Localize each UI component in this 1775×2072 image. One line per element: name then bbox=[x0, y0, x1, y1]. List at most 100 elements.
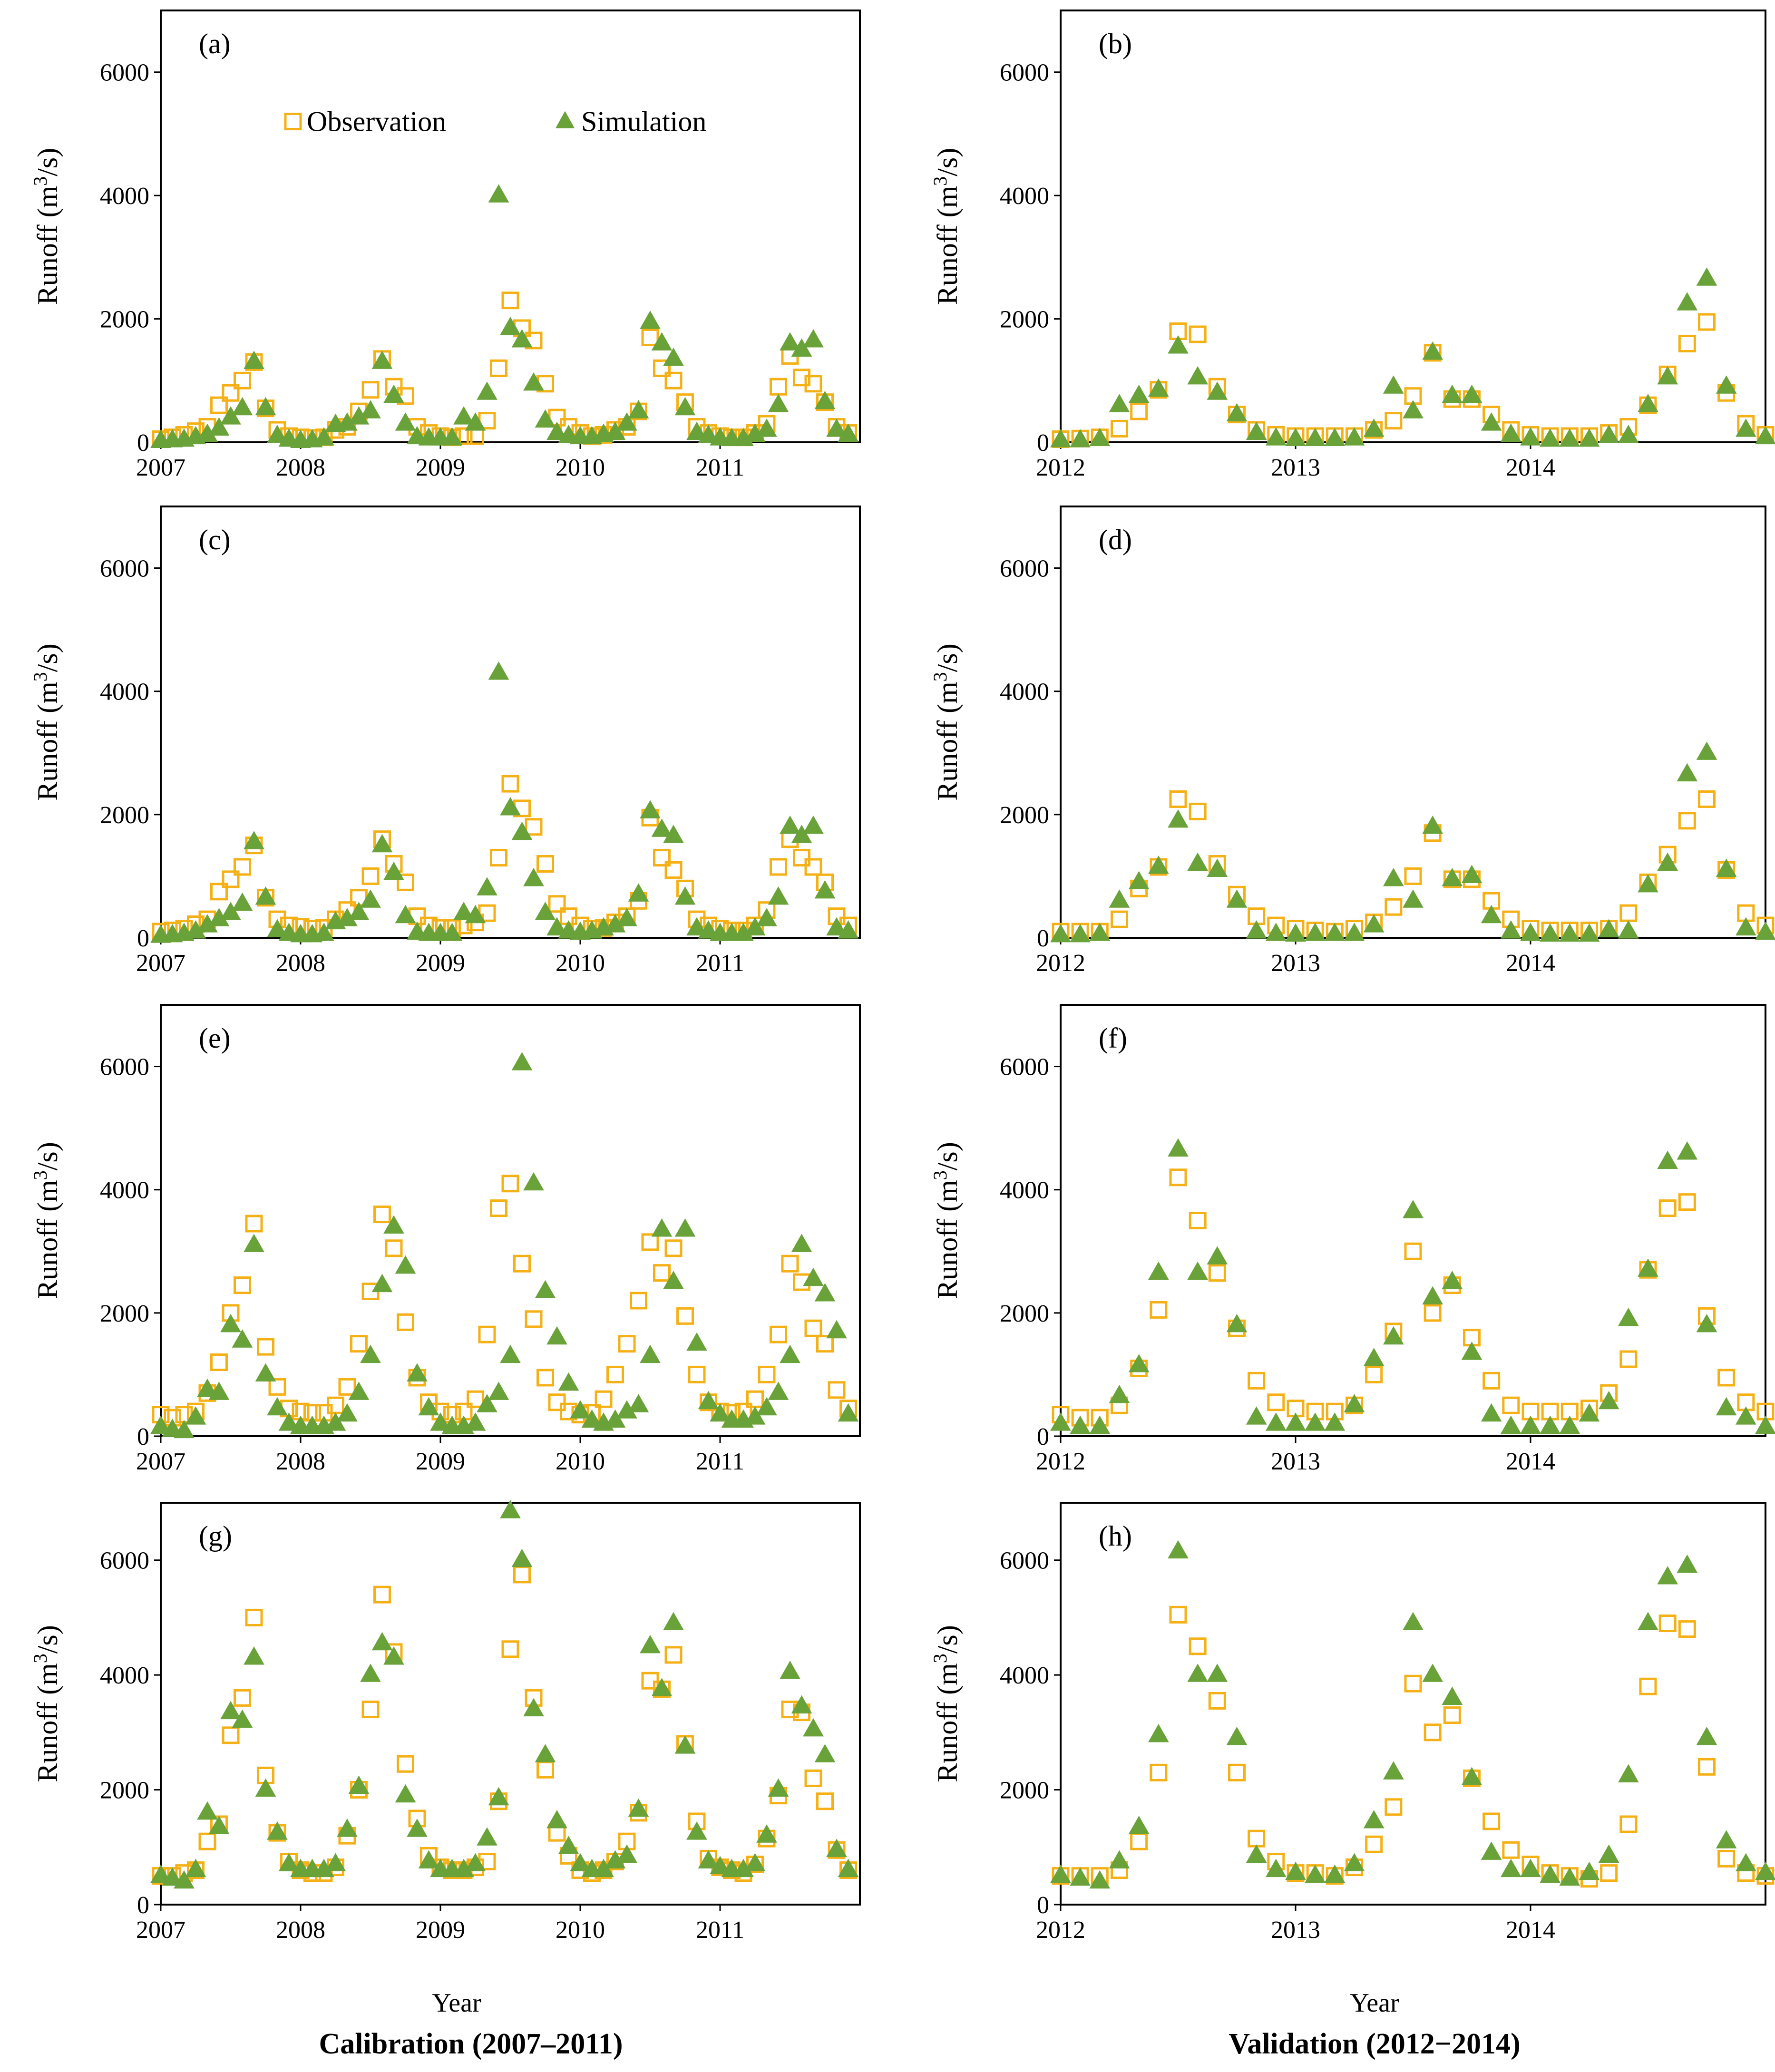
simulation-point bbox=[477, 877, 497, 895]
simulation-point bbox=[1657, 1566, 1678, 1585]
simulation-point bbox=[1050, 924, 1071, 943]
plot-frame bbox=[1060, 506, 1766, 939]
simulation-point bbox=[1638, 1258, 1658, 1277]
simulation-point bbox=[488, 184, 509, 203]
simulation-point bbox=[267, 919, 288, 937]
simulation-point bbox=[780, 815, 800, 834]
simulation-point bbox=[1187, 1663, 1209, 1682]
simulation-point bbox=[1265, 923, 1287, 941]
observation-point bbox=[397, 873, 414, 891]
simulation-point bbox=[244, 350, 264, 369]
simulation-point bbox=[1207, 858, 1228, 877]
observation-point bbox=[1424, 1304, 1442, 1322]
simulation-point bbox=[1403, 889, 1424, 908]
panel-label: (a) bbox=[199, 28, 231, 59]
simulation-point bbox=[500, 797, 521, 816]
simulation-point bbox=[698, 920, 719, 939]
simulation-point bbox=[791, 1234, 812, 1252]
x-tick-label: 2014 bbox=[1506, 454, 1555, 481]
x-tick-label: 2010 bbox=[556, 1448, 605, 1475]
simulation-point bbox=[174, 1870, 195, 1889]
observation-point bbox=[630, 1292, 647, 1310]
simulation-point bbox=[1481, 1403, 1502, 1422]
legend-observation-label: Observation bbox=[307, 106, 446, 137]
observation-point bbox=[793, 369, 810, 387]
simulation-point bbox=[174, 1420, 195, 1439]
simulation-point bbox=[1755, 426, 1775, 445]
y-tick-label: 0 bbox=[1037, 925, 1049, 952]
simulation-point bbox=[1500, 1415, 1521, 1434]
observation-point bbox=[641, 1233, 659, 1251]
simulation-point bbox=[1481, 905, 1502, 924]
simulation-point bbox=[814, 1744, 836, 1762]
simulation-point bbox=[1618, 920, 1639, 939]
observation-point bbox=[664, 861, 683, 879]
y-axis-label: Runoff (m3/s) bbox=[929, 148, 963, 305]
simulation-point bbox=[1168, 1138, 1189, 1157]
simulation-point bbox=[558, 1836, 579, 1854]
observation-point bbox=[1404, 867, 1422, 885]
simulation-point bbox=[232, 397, 253, 416]
observation-point bbox=[1698, 790, 1716, 808]
simulation-point bbox=[1481, 1841, 1502, 1860]
simulation-point bbox=[313, 427, 334, 446]
simulation-point bbox=[1246, 1406, 1267, 1425]
y-axis-label: Runoff (m3/s) bbox=[29, 643, 63, 801]
observation-point bbox=[490, 1199, 507, 1217]
simulation-point bbox=[220, 902, 241, 920]
observation-point bbox=[536, 855, 554, 873]
simulation-point bbox=[1148, 1261, 1169, 1280]
simulation-point bbox=[1109, 394, 1130, 412]
y-tick-label: 2000 bbox=[1000, 1777, 1049, 1804]
observation-point bbox=[664, 1239, 683, 1257]
simulation-point bbox=[1677, 292, 1698, 311]
observation-point bbox=[1600, 1864, 1618, 1882]
simulation-point bbox=[546, 1326, 567, 1345]
simulation-point bbox=[197, 1801, 218, 1820]
y-tick-label: 0 bbox=[137, 429, 149, 457]
simulation-point bbox=[220, 1313, 241, 1333]
observation-point bbox=[525, 1310, 543, 1328]
panel-d: 0 2000 4000 6000 2012 2013 2014 (d) Runoff (m3/s… bbox=[929, 506, 1775, 977]
y-tick-label: 4000 bbox=[100, 1177, 149, 1204]
simulation-point bbox=[371, 834, 393, 853]
observation-point bbox=[758, 1365, 776, 1383]
simulation-point bbox=[535, 902, 556, 920]
x-tick-label: 2014 bbox=[1506, 1916, 1555, 1944]
simulation-point bbox=[535, 1280, 556, 1299]
observation-point bbox=[361, 1701, 380, 1719]
simulation-point bbox=[628, 1798, 649, 1817]
simulation-point bbox=[1481, 412, 1502, 431]
simulation-point bbox=[1148, 1723, 1169, 1742]
simulation-point bbox=[803, 329, 824, 348]
simulation-point bbox=[1559, 428, 1580, 447]
simulation-point bbox=[826, 1320, 847, 1339]
observation-point bbox=[1482, 1372, 1501, 1390]
observation-point bbox=[210, 1353, 228, 1372]
simulation-point bbox=[1638, 874, 1658, 893]
simulation-point bbox=[488, 661, 509, 680]
simulation-point bbox=[313, 923, 334, 941]
simulation-point bbox=[477, 1394, 497, 1412]
simulation-point bbox=[325, 1853, 346, 1872]
simulation-point bbox=[244, 1646, 264, 1665]
observation-point bbox=[653, 359, 671, 377]
observation-point bbox=[606, 1365, 624, 1383]
panel-label: (b) bbox=[1099, 28, 1132, 59]
simulation-point bbox=[371, 1274, 393, 1293]
simulation-point bbox=[1363, 1810, 1385, 1829]
simulation-point bbox=[1677, 1554, 1698, 1573]
observation-point bbox=[1365, 1365, 1383, 1383]
simulation-point bbox=[1755, 921, 1775, 940]
simulation-point bbox=[1187, 1261, 1209, 1280]
simulation-point bbox=[360, 400, 381, 418]
simulation-point bbox=[581, 1409, 603, 1428]
simulation-point bbox=[1677, 1141, 1698, 1160]
simulation-point bbox=[1383, 867, 1404, 886]
simulation-point bbox=[1207, 381, 1228, 400]
y-tick-label: 4000 bbox=[1000, 183, 1049, 210]
simulation-point bbox=[465, 1853, 486, 1872]
simulation-point bbox=[1285, 923, 1306, 942]
simulation-point bbox=[698, 1850, 719, 1869]
simulation-point bbox=[1128, 384, 1150, 403]
